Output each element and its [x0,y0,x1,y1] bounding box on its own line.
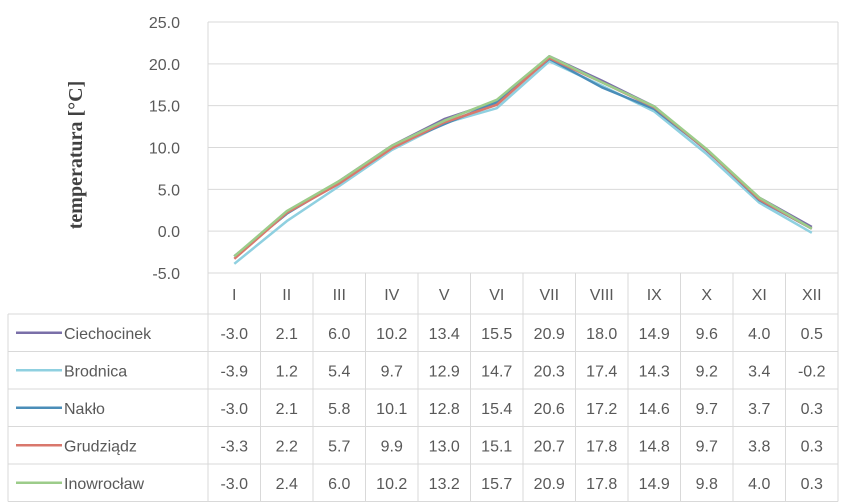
data-label: 2.2 [276,438,298,455]
data-label: 17.8 [586,476,617,493]
month-label: I [232,287,236,304]
series-name: Grudziądz [64,438,137,455]
month-label: XI [752,287,767,304]
data-label: 6.0 [328,326,350,343]
data-label: 4.0 [748,326,770,343]
series-line [233,55,813,258]
data-label: 17.2 [586,401,617,418]
data-label: 5.8 [328,401,350,418]
month-label: VI [489,287,504,304]
month-label: IV [384,287,399,304]
data-label: 20.9 [534,476,565,493]
data-label: 14.8 [639,438,670,455]
data-label: 10.2 [376,326,407,343]
data-label: 14.7 [481,363,512,380]
data-label: -3.0 [220,476,248,493]
data-label: 20.6 [534,401,565,418]
data-label: 15.7 [481,476,512,493]
data-label: 15.4 [481,401,512,418]
data-label: 2.4 [276,476,298,493]
y-tick-label: 15.0 [149,99,180,116]
series-name: Brodnica [64,363,127,380]
y-tick-label: -5.0 [152,266,180,283]
data-label: 9.8 [696,476,718,493]
data-label: 18.0 [586,326,617,343]
data-label: 2.1 [276,326,298,343]
y-axis-label: temperatura [°C] [65,81,87,230]
data-label: 9.7 [381,363,403,380]
series-line [233,57,813,258]
y-tick-label: 10.0 [149,141,180,158]
month-label: IX [647,287,662,304]
month-label: VII [539,287,559,304]
data-label: 9.7 [696,438,718,455]
y-tick-label: 20.0 [149,57,180,74]
data-label: -3.3 [220,438,248,455]
data-label: 20.7 [534,438,565,455]
series-line [233,56,813,260]
data-label: 9.6 [696,326,718,343]
y-tick-label: 5.0 [158,182,180,199]
data-label: 3.8 [748,438,770,455]
data-label: -3.0 [220,401,248,418]
data-label: 14.9 [639,476,670,493]
data-label: 12.9 [429,363,460,380]
data-label: 13.4 [429,326,460,343]
series-name: Nakło [64,401,105,418]
data-label: 9.9 [381,438,403,455]
data-label: 14.6 [639,401,670,418]
data-label: 5.4 [328,363,350,380]
data-label: 20.3 [534,363,565,380]
month-label: XII [802,287,822,304]
data-label: 14.9 [639,326,670,343]
data-label: 0.3 [801,476,823,493]
data-label: 13.2 [429,476,460,493]
month-label: III [333,287,346,304]
data-label: 5.7 [328,438,350,455]
data-label: 17.4 [586,363,617,380]
data-label: 12.8 [429,401,460,418]
month-label: VIII [590,287,614,304]
data-label: 9.7 [696,401,718,418]
data-label: 9.2 [696,363,718,380]
data-label: 6.0 [328,476,350,493]
data-label: 0.3 [801,438,823,455]
month-label: X [701,287,712,304]
data-label: 15.1 [481,438,512,455]
series-line [233,60,813,265]
data-label: 17.8 [586,438,617,455]
series-name: Ciechocinek [64,326,152,343]
y-tick-label: 0.0 [158,224,180,241]
data-label: 20.9 [534,326,565,343]
data-label: 4.0 [748,476,770,493]
data-label: 13.0 [429,438,460,455]
data-label: 0.5 [801,326,823,343]
month-label: II [282,287,291,304]
series-name: Inowrocław [64,476,144,493]
data-label: 3.4 [748,363,770,380]
y-axis-ticks: 25.0 20.0 15.0 10.0 5.0 0.0 -5.0 [149,15,180,283]
series-lines [233,55,813,265]
data-label: 10.1 [376,401,407,418]
data-label: 1.2 [276,363,298,380]
grid [7,21,839,502]
data-label: -3.0 [220,326,248,343]
data-label: -3.9 [220,363,248,380]
data-label: 2.1 [276,401,298,418]
y-tick-label: 25.0 [149,15,180,32]
data-label: 3.7 [748,401,770,418]
data-label: -0.2 [798,363,826,380]
data-label: 10.2 [376,476,407,493]
data-label: 15.5 [481,326,512,343]
data-label: 0.3 [801,401,823,418]
month-label: V [439,287,450,304]
data-label: 14.3 [639,363,670,380]
